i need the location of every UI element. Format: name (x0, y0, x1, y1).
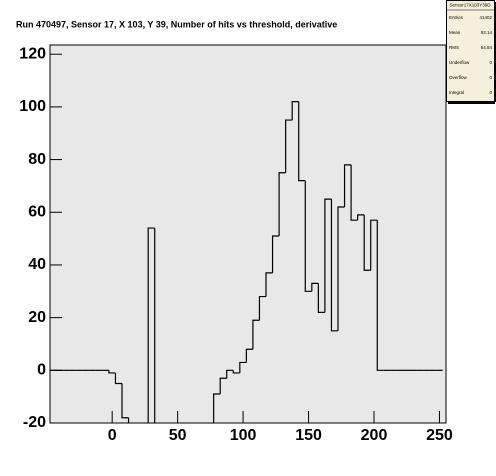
stats-title: Sensor17X103Y39D (449, 3, 491, 8)
stats-label: Integral (449, 90, 464, 95)
stats-value: 41402 (479, 15, 492, 20)
x-tick-label: 50 (169, 427, 187, 444)
y-tick-label: 120 (19, 45, 46, 62)
stats-value: 93.14 (481, 30, 493, 35)
y-tick-label: 20 (28, 309, 46, 326)
x-tick-label: 250 (426, 427, 453, 444)
x-tick-label: 200 (361, 427, 388, 444)
plot-frame (50, 45, 446, 423)
y-tick-label: 60 (28, 203, 46, 220)
stats-value: 64.84 (481, 45, 493, 50)
stats-box: Sensor17X103Y39D Entries 41402 Mean 93.14 RM… (447, 1, 496, 105)
y-tick-label: -20 (23, 414, 46, 431)
stats-label: Underflow (449, 60, 470, 65)
y-tick-label: 80 (28, 151, 46, 168)
y-tick-label: 100 (19, 98, 46, 115)
y-tick-label: 40 (28, 256, 46, 273)
x-tick-label: 0 (108, 427, 117, 444)
chart-title: Run 470497, Sensor 17, X 103, Y 39, Numb… (16, 19, 337, 29)
stats-shadow (448, 102, 495, 104)
stats-label: RMS (449, 45, 459, 50)
y-tick-label: 0 (37, 362, 46, 379)
x-tick-label: 150 (295, 427, 322, 444)
x-tick-label: 100 (230, 427, 257, 444)
stats-label: Entries (449, 15, 464, 20)
stats-label: Overflow (449, 75, 468, 80)
stats-label: Mean (449, 30, 461, 35)
